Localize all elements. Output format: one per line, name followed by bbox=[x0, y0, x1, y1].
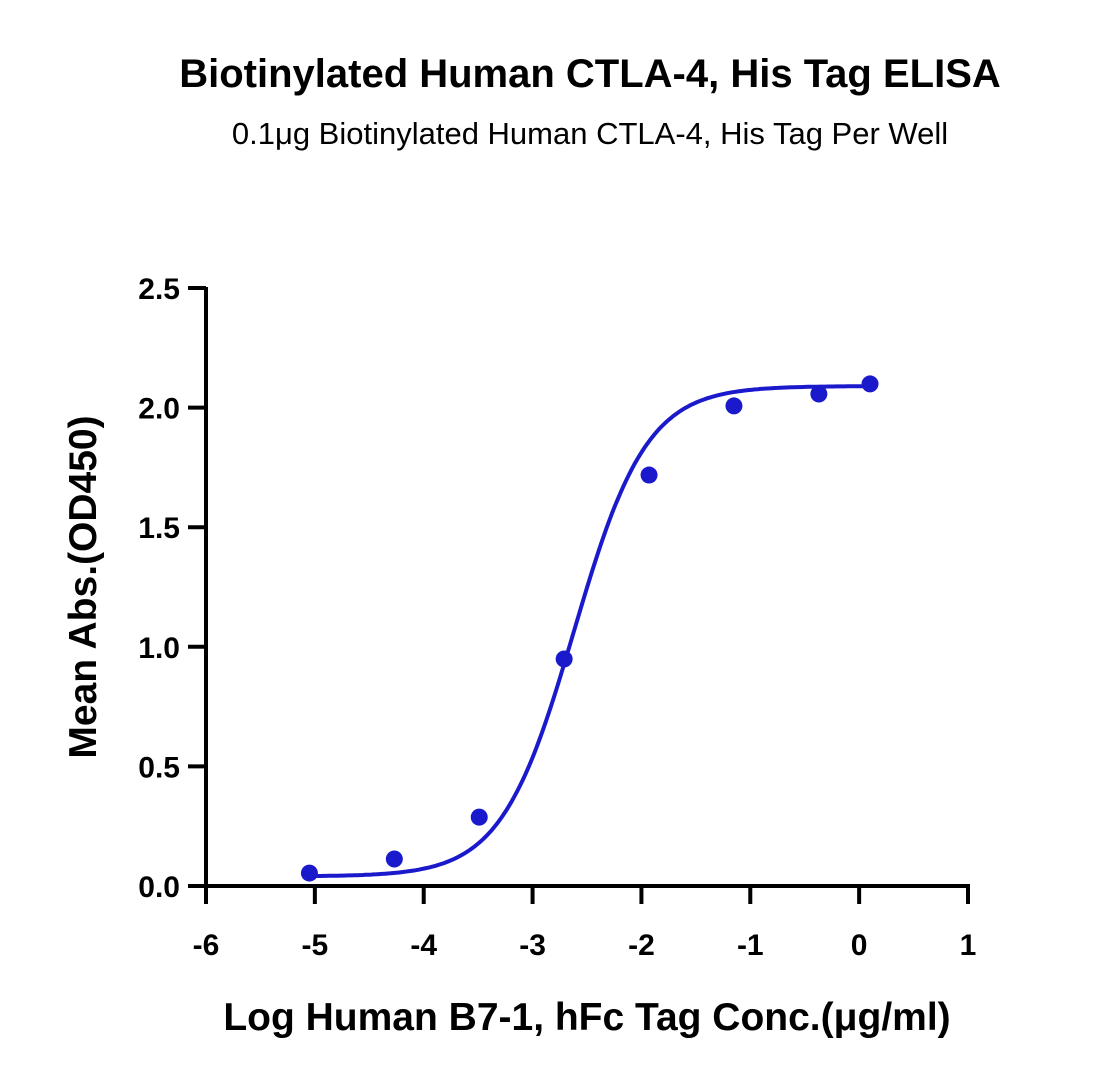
y-tick-label: 0.0 bbox=[138, 871, 180, 904]
x-tick-label: -1 bbox=[737, 929, 764, 962]
data-point bbox=[555, 650, 573, 668]
data-point bbox=[640, 466, 658, 484]
y-tick-label: 2.5 bbox=[138, 273, 180, 306]
x-tick-label: 0 bbox=[851, 929, 868, 962]
data-point bbox=[861, 375, 879, 393]
chart-title: Biotinylated Human CTLA-4, His Tag ELISA bbox=[179, 52, 1001, 96]
x-tick-label: -6 bbox=[193, 929, 220, 962]
data-point bbox=[470, 808, 488, 826]
x-tick-label: -2 bbox=[628, 929, 655, 962]
x-tick-label: -3 bbox=[519, 929, 546, 962]
y-axis-label: Mean Abs.(OD450) bbox=[62, 415, 105, 758]
x-tick-label: 1 bbox=[960, 929, 977, 962]
data-point bbox=[300, 864, 318, 882]
y-tick-label: 2.0 bbox=[138, 393, 180, 426]
y-tick-label: 1.0 bbox=[138, 632, 180, 665]
data-point bbox=[810, 385, 828, 403]
x-tick-label: -5 bbox=[302, 929, 329, 962]
y-tick-label: 0.5 bbox=[138, 751, 180, 784]
data-point bbox=[385, 850, 403, 868]
y-tick-label: 1.5 bbox=[138, 512, 180, 545]
x-axis-label: Log Human B7-1, hFc Tag Conc.(μg/ml) bbox=[223, 996, 950, 1039]
chart-subtitle: 0.1μg Biotinylated Human CTLA-4, His Tag… bbox=[231, 116, 949, 151]
x-tick-label: -4 bbox=[410, 929, 437, 962]
fit-curve bbox=[309, 384, 870, 879]
data-point bbox=[725, 397, 743, 415]
